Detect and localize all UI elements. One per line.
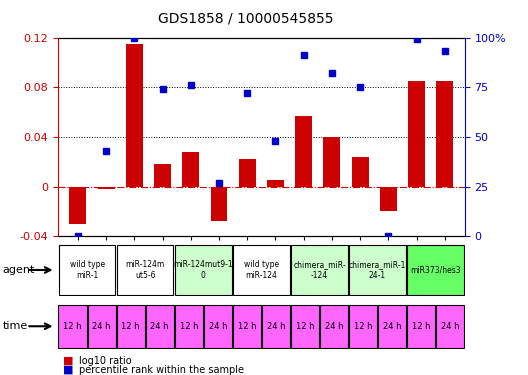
Text: percentile rank within the sample: percentile rank within the sample (79, 365, 244, 375)
Bar (175, 304, 203, 348)
Bar (117, 304, 145, 348)
Bar (267, 180, 284, 187)
Text: 12 h: 12 h (354, 322, 372, 331)
Bar (146, 304, 174, 348)
Bar (211, 187, 228, 221)
Text: 24 h: 24 h (441, 322, 459, 331)
Text: 12 h: 12 h (63, 322, 82, 331)
Bar (350, 245, 406, 295)
Bar (324, 137, 341, 187)
Bar (59, 304, 87, 348)
Bar (320, 304, 348, 348)
Text: ■: ■ (63, 356, 74, 366)
Text: wild type
miR-1: wild type miR-1 (70, 260, 105, 280)
Text: 24 h: 24 h (325, 322, 343, 331)
Text: 12 h: 12 h (121, 322, 140, 331)
Bar (126, 44, 143, 187)
Text: 24 h: 24 h (383, 322, 401, 331)
Text: chimera_miR-
-124: chimera_miR- -124 (293, 260, 346, 280)
Bar (407, 304, 435, 348)
Text: 24 h: 24 h (209, 322, 227, 331)
Bar (182, 152, 199, 187)
Text: time: time (3, 321, 28, 331)
Text: 12 h: 12 h (296, 322, 314, 331)
Bar (98, 187, 115, 189)
Text: 24 h: 24 h (92, 322, 111, 331)
Bar (408, 245, 464, 295)
Text: agent: agent (3, 265, 35, 275)
Bar (154, 164, 171, 187)
Bar (233, 245, 289, 295)
Text: 12 h: 12 h (180, 322, 198, 331)
Bar (291, 245, 347, 295)
Text: miR-124mut9-1
0: miR-124mut9-1 0 (174, 260, 233, 280)
Text: miR373/hes3: miR373/hes3 (410, 266, 461, 274)
Text: log10 ratio: log10 ratio (79, 356, 132, 366)
Text: wild type
miR-124: wild type miR-124 (244, 260, 279, 280)
Bar (233, 304, 261, 348)
Bar (380, 187, 397, 211)
Bar (59, 245, 115, 295)
Text: miR-124m
ut5-6: miR-124m ut5-6 (126, 260, 165, 280)
Bar (295, 116, 312, 187)
Bar (408, 81, 425, 187)
Bar (69, 187, 86, 224)
Text: 24 h: 24 h (150, 322, 169, 331)
Bar (262, 304, 290, 348)
Bar (291, 304, 319, 348)
Text: ■: ■ (63, 365, 74, 375)
Bar (437, 81, 454, 187)
Bar (204, 304, 232, 348)
Text: 12 h: 12 h (412, 322, 430, 331)
Bar (436, 304, 464, 348)
Bar (349, 304, 377, 348)
Text: 12 h: 12 h (238, 322, 256, 331)
Bar (117, 245, 173, 295)
Bar (88, 304, 116, 348)
Text: chimera_miR-1
24-1: chimera_miR-1 24-1 (349, 260, 406, 280)
Bar (239, 159, 256, 187)
Bar (175, 245, 231, 295)
Bar (378, 304, 406, 348)
Text: 24 h: 24 h (267, 322, 285, 331)
Bar (352, 157, 369, 187)
Text: GDS1858 / 10000545855: GDS1858 / 10000545855 (158, 11, 334, 25)
